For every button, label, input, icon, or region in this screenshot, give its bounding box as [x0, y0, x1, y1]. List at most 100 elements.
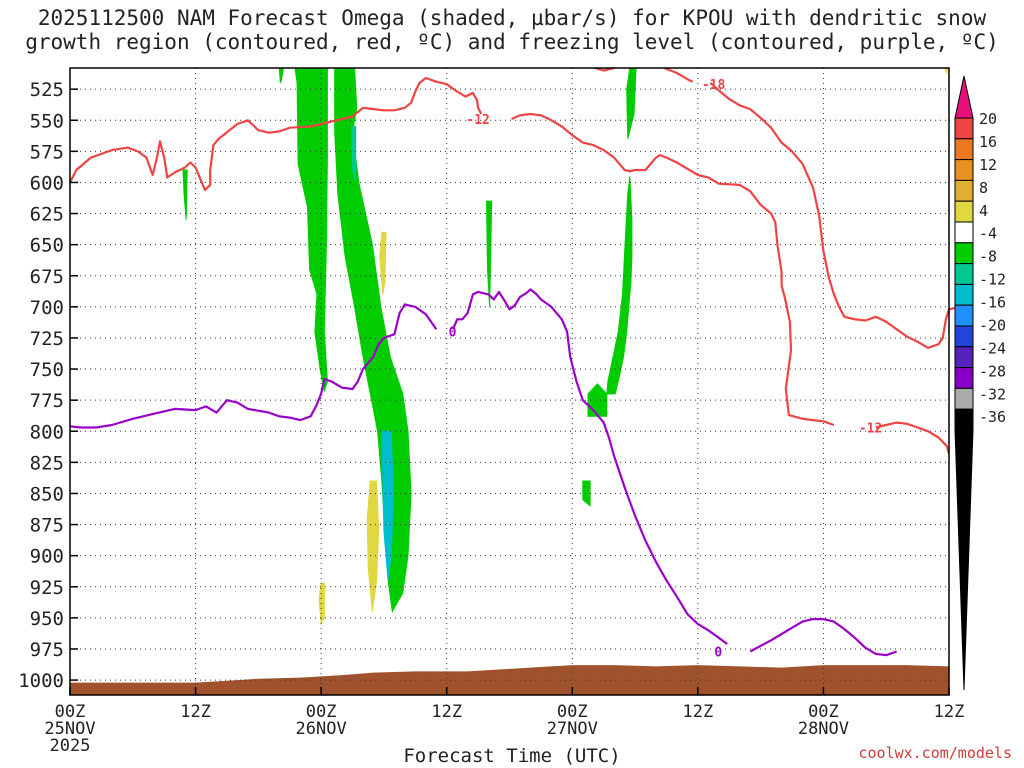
y-axis-ticks: 525 550 575 600 625 650 675 700 725 750 775 800 825 8… [18, 79, 78, 692]
colorbar-label: -20 [979, 316, 1006, 334]
y-tick-label: 625 [30, 204, 64, 226]
chart-title-line2: growth region (contoured, red, ºC) and f… [25, 30, 999, 54]
colorbar-segment [954, 367, 974, 389]
terrain-layer [70, 665, 949, 695]
y-tick-label: 975 [30, 639, 64, 661]
colorbar-top-arrow [954, 75, 974, 119]
contour-label: 0 [714, 645, 722, 660]
y-tick-label: 1000 [18, 670, 64, 692]
x-tick-label: 28NOV [798, 719, 849, 739]
colorbar-label: 16 [979, 133, 997, 151]
y-tick-label: 575 [30, 141, 64, 163]
x-tick-label: 27NOV [547, 719, 598, 739]
contour-line-3 [594, 66, 615, 72]
colorbar-bottom-arrow [954, 429, 974, 691]
x-tick-label: 2025 [50, 736, 91, 756]
colorbar-label: 20 [979, 110, 997, 128]
x-tick-label: 12Z [180, 702, 211, 722]
colorbar-label: 4 [979, 202, 988, 220]
colorbar-label: -28 [979, 362, 1006, 380]
omega-region-0 [294, 67, 328, 392]
omega-region-6 [278, 67, 285, 84]
y-tick-label: 800 [30, 421, 64, 443]
contour-layer: -12 -18 -12 0 0 [69, 66, 960, 660]
contour-label: -18 [702, 78, 726, 93]
y-tick-label: 725 [30, 328, 64, 350]
colorbar-segment [954, 221, 974, 244]
colorbar-label: -32 [979, 385, 1006, 403]
x-tick-label: 25NOV [44, 719, 95, 739]
chart-title: 2025112500 NAM Forecast Omega (shaded, µ… [0, 6, 1024, 54]
contour-line-7 [451, 288, 728, 645]
colorbar-segment [954, 179, 974, 202]
colorbar-label: -24 [979, 339, 1006, 357]
contour-label: -12 [859, 422, 882, 437]
contour-label: -12 [466, 113, 489, 128]
x-tick-label: 26NOV [296, 719, 347, 739]
omega-region-10 [381, 430, 394, 581]
x-tick-label: 12Z [431, 702, 462, 722]
x-tick-label: 00Z [306, 702, 337, 722]
x-tick-label: 00Z [808, 702, 839, 722]
colorbar-label: -12 [979, 271, 1006, 289]
y-tick-label: 900 [30, 546, 64, 568]
contour-line-4 [663, 66, 694, 83]
contour-line-8 [749, 617, 898, 657]
grid-layer [70, 68, 949, 695]
contour-line-0 [69, 76, 483, 191]
y-tick-label: 825 [30, 452, 64, 474]
omega-region-2 [626, 67, 637, 140]
colorbar-label: -16 [979, 294, 1006, 312]
y-tick-label: 525 [30, 79, 64, 101]
y-tick-label: 550 [30, 110, 64, 132]
contour-line-1 [511, 112, 835, 427]
credit-link[interactable]: coolwx.com/models [858, 744, 1012, 762]
colorbar-segment [954, 263, 974, 285]
colorbar: 20 16 12 8 4 -4 -8 -12 -16 -20 -24 -28 -32 -36 [954, 75, 1006, 691]
y-tick-label: 750 [30, 359, 64, 381]
colorbar-segment [954, 283, 974, 306]
omega-region-7 [182, 169, 188, 220]
colorbar-segment [954, 325, 974, 348]
contour-line-5 [709, 82, 960, 349]
omega-shading-layer [182, 67, 949, 626]
chart-title-line1: 2025112500 NAM Forecast Omega (shaded, µ… [37, 6, 987, 30]
omega-region-11 [366, 480, 380, 612]
colorbar-segment [954, 242, 974, 265]
plot-frame [69, 67, 950, 696]
colorbar-segment [954, 346, 974, 369]
x-tick-label: 00Z [55, 702, 86, 722]
colorbar-segment [954, 138, 974, 161]
x-tick-label: 00Z [557, 702, 588, 722]
x-tick-label: 12Z [682, 702, 713, 722]
colorbar-segment [954, 387, 974, 410]
contour-line-6 [69, 303, 438, 429]
omega-region-5 [582, 480, 591, 507]
colorbar-segment [954, 117, 974, 140]
y-tick-label: 675 [30, 266, 64, 288]
colorbar-label: -8 [979, 248, 997, 266]
contour-line-2 [875, 421, 951, 454]
plot-border [69, 67, 950, 696]
x-axis-label: Forecast Time (UTC) [403, 745, 621, 767]
y-tick-label: 875 [30, 515, 64, 537]
omega-region-12 [379, 231, 387, 295]
colorbar-label: 8 [979, 179, 988, 197]
omega-region-13 [318, 582, 325, 626]
colorbar-label: 12 [979, 156, 997, 174]
y-tick-label: 775 [30, 390, 64, 412]
y-tick-label: 700 [30, 297, 64, 319]
contour-label: 0 [449, 326, 457, 341]
colorbar-segment [954, 304, 974, 327]
omega-region-8 [485, 200, 493, 307]
colorbar-segment [954, 159, 974, 181]
colorbar-segment [954, 200, 974, 223]
y-tick-label: 650 [30, 235, 64, 257]
x-tick-label: 12Z [934, 702, 965, 722]
colorbar-label: -36 [979, 408, 1006, 426]
y-tick-label: 950 [30, 608, 64, 630]
colorbar-label: -4 [979, 225, 997, 243]
colorbar-segment [954, 408, 974, 431]
